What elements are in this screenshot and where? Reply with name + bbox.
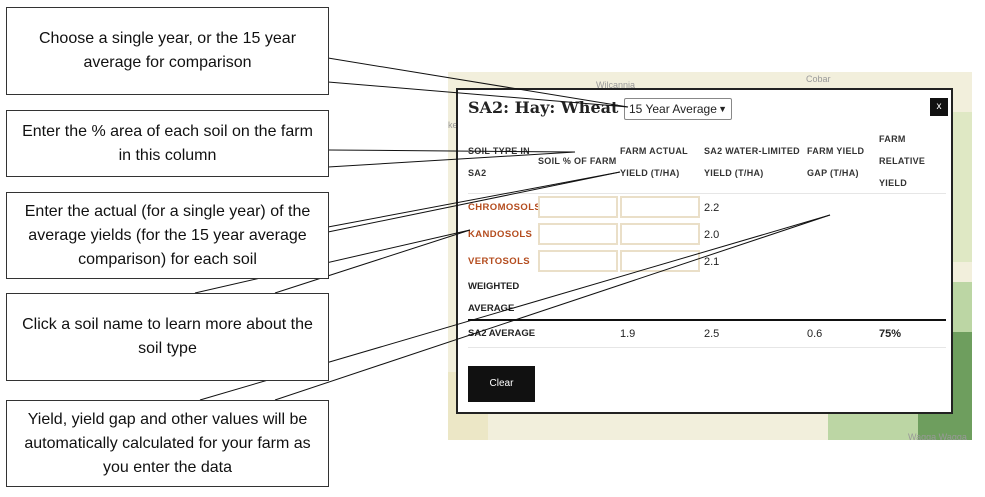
sa2-average-water-limited: 2.5 (704, 328, 720, 340)
soil-pct-input[interactable] (538, 250, 618, 272)
modal-title: SA2: Hay: Wheat (468, 98, 619, 117)
column-header-water-limited: SA2 WATER-LIMITED YIELD (T/HA) (704, 146, 800, 178)
soil-link-kandosols[interactable]: KANDOSOLS (468, 229, 533, 240)
period-select[interactable]: 15 Year Average ▼ (624, 98, 732, 120)
water-limited-value: 2.2 (704, 202, 720, 214)
sa2-average-label: SA2 AVERAGE (468, 328, 536, 339)
soil-link-vertosols[interactable]: VERTOSOLS (468, 256, 531, 267)
map-label: Wagga Wagga (908, 432, 967, 440)
total-divider (468, 319, 946, 321)
farm-yield-input[interactable] (620, 223, 700, 245)
chevron-down-icon: ▼ (718, 104, 727, 114)
column-header-farm-actual: FARM ACTUAL YIELD (T/HA) (620, 146, 688, 178)
yield-gap-modal: SA2: Hay: Wheat 15 Year Average ▼ x SOIL… (456, 88, 953, 414)
footer-divider (468, 347, 946, 348)
close-button[interactable]: x (930, 98, 948, 116)
callout-farm-yield: Enter the actual (for a single year) of … (6, 192, 329, 279)
column-header-soil-pct: SOIL % OF FARM (538, 156, 617, 166)
header-divider (468, 193, 946, 194)
callout-soil-link: Click a soil name to learn more about th… (6, 293, 329, 381)
farm-yield-input[interactable] (620, 196, 700, 218)
clear-button[interactable]: Clear (468, 366, 535, 402)
sa2-average-relative-yield: 75% (879, 328, 902, 340)
sa2-average-farm-actual: 1.9 (620, 328, 636, 340)
sa2-average-yield-gap: 0.6 (807, 328, 823, 340)
column-header-soil-type: SOIL TYPE IN SA2 (468, 146, 530, 178)
map-label: ke (448, 120, 458, 130)
map-label: Cobar (806, 74, 831, 84)
water-limited-value: 2.0 (704, 229, 720, 241)
soil-pct-input[interactable] (538, 196, 618, 218)
column-header-yield-gap: FARM YIELD GAP (T/HA) (807, 146, 865, 178)
water-limited-value: 2.1 (704, 256, 720, 268)
period-select-value: 15 Year Average (629, 102, 717, 116)
callout-soil-pct: Enter the % area of each soil on the far… (6, 110, 329, 177)
column-header-relative-yield: FARM RELATIVE YIELD (879, 134, 926, 188)
weighted-average-label: WEIGHTED AVERAGE (468, 281, 520, 314)
soil-pct-input[interactable] (538, 223, 618, 245)
callout-period: Choose a single year, or the 15 year ave… (6, 7, 329, 95)
farm-yield-input[interactable] (620, 250, 700, 272)
callout-calculated: Yield, yield gap and other values will b… (6, 400, 329, 487)
soil-link-chromosols[interactable]: CHROMOSOLS (468, 202, 542, 213)
